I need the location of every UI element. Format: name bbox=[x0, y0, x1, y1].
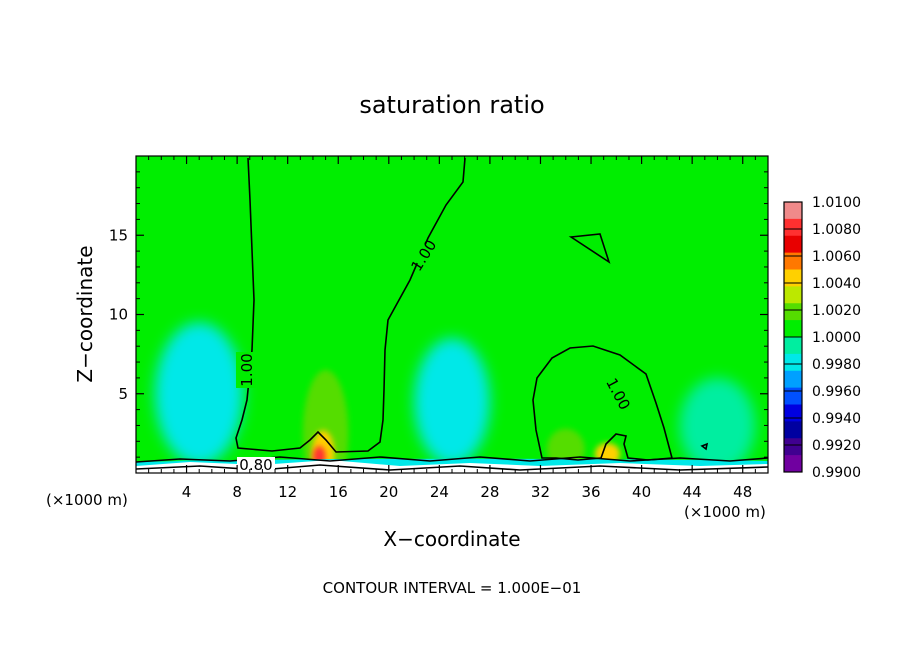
colorbar-label-1: 1.0100 bbox=[812, 195, 861, 211]
x-tick-label-40: 40 bbox=[632, 483, 651, 501]
colorbar-swatch-3 bbox=[784, 235, 802, 254]
field-feature-10 bbox=[679, 377, 756, 473]
plot-area: 1.00 1.00 1.00 0.80 bbox=[136, 156, 768, 474]
contour-line-3 bbox=[568, 233, 611, 264]
x-tick-label-8: 8 bbox=[232, 483, 242, 501]
contour-line-4 bbox=[700, 442, 709, 451]
y-axis-ticks: 5 10 15 bbox=[109, 171, 768, 458]
colorbar-swatch-16 bbox=[784, 455, 802, 473]
field-feature-8 bbox=[154, 322, 244, 466]
x-axis-ticks: 4 8 12 16 20 24 28 32 36 40 44 48 bbox=[148, 156, 756, 501]
contour-label-bg-1 bbox=[401, 236, 445, 274]
colorbar-swatch-11 bbox=[784, 370, 802, 389]
x-tick-label-48: 48 bbox=[733, 483, 752, 501]
chart-title: saturation ratio bbox=[359, 91, 544, 119]
colorbar-swatch-8 bbox=[784, 320, 802, 338]
colorbar-label-4: 1.0040 bbox=[812, 276, 861, 292]
y-tick-label-10: 10 bbox=[109, 306, 128, 324]
contour-label-bg-2 bbox=[236, 352, 256, 388]
x-unit-left: (×1000 m) bbox=[46, 491, 128, 509]
colorbar-label-3: 1.0060 bbox=[812, 249, 861, 265]
colorbar-swatch-13 bbox=[784, 404, 802, 422]
colorbar-label-11: 0.9900 bbox=[812, 465, 861, 481]
colorbar-label-2: 1.0080 bbox=[812, 222, 861, 238]
x-tick-label-44: 44 bbox=[683, 483, 702, 501]
x-tick-label-28: 28 bbox=[480, 483, 499, 501]
colorbar: 1.0100 1.0080 1.0060 1.0040 1.0020 1.0000 0.99… bbox=[783, 195, 861, 481]
colorbar-label-5: 1.0020 bbox=[812, 303, 861, 319]
x-tick-label-4: 4 bbox=[182, 483, 192, 501]
colorbar-swatch-12 bbox=[784, 387, 802, 405]
contour-label-2: 1.00 bbox=[238, 353, 256, 386]
contour-label-5: 0.80 bbox=[239, 456, 272, 474]
colorbar-label-10: 0.9920 bbox=[812, 438, 861, 454]
colorbar-label-8: 0.9960 bbox=[812, 384, 861, 400]
x-axis-label: X−coordinate bbox=[383, 527, 520, 551]
colorbar-swatch-10 bbox=[784, 353, 802, 372]
x-tick-label-20: 20 bbox=[379, 483, 398, 501]
y-axis-label: Z−coordinate bbox=[73, 245, 97, 382]
colorbar-swatch-5 bbox=[784, 269, 802, 287]
colorbar-swatch-14 bbox=[784, 421, 802, 439]
contour-label-bg-5 bbox=[237, 457, 275, 471]
colorbar-swatch-2 bbox=[784, 218, 802, 237]
field-feature-9 bbox=[414, 338, 490, 466]
colorbar-label-6: 1.0000 bbox=[812, 330, 861, 346]
x-tick-label-12: 12 bbox=[278, 483, 297, 501]
colorbar-label-9: 0.9940 bbox=[812, 411, 861, 427]
contour-labels: 1.00 1.00 1.00 0.80 bbox=[236, 236, 640, 474]
x-tick-label-16: 16 bbox=[329, 483, 348, 501]
contour-line-2 bbox=[532, 345, 674, 461]
x-unit-right: (×1000 m) bbox=[684, 503, 766, 521]
colorbar-label-7: 0.9980 bbox=[812, 357, 861, 373]
y-tick-label-5: 5 bbox=[118, 385, 128, 403]
x-tick-label-36: 36 bbox=[581, 483, 600, 501]
colorbar-swatch-7 bbox=[784, 303, 802, 321]
contour-line-6 bbox=[136, 464, 768, 471]
colorbar-swatch-1 bbox=[784, 202, 802, 220]
colorbar-swatch-15 bbox=[784, 438, 802, 456]
y-tick-label-15: 15 bbox=[109, 226, 128, 244]
contour-interval-footer: CONTOUR INTERVAL = 1.000E−01 bbox=[323, 579, 582, 597]
colorbar-swatch-9 bbox=[784, 337, 802, 355]
colorbar-swatch-4 bbox=[784, 252, 802, 270]
colorbar-swatch-6 bbox=[784, 286, 802, 304]
x-tick-label-32: 32 bbox=[531, 483, 550, 501]
contour-label-bg-3 bbox=[596, 376, 640, 412]
x-tick-label-24: 24 bbox=[430, 483, 449, 501]
